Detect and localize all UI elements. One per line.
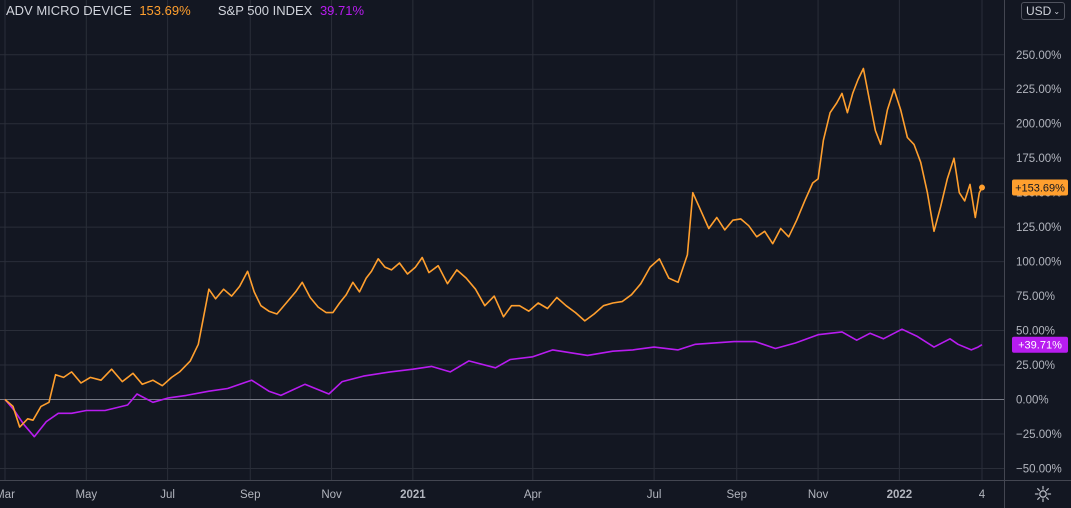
- y-tick-label: 100.00%: [1016, 257, 1061, 269]
- legend-spx-value: 39.71%: [319, 3, 365, 18]
- last-value-text: +39.71%: [1018, 340, 1062, 352]
- y-tick-label: −25.00%: [1016, 429, 1062, 441]
- currency-selector[interactable]: USD ⌄: [1021, 2, 1065, 20]
- series-line-spx[interactable]: [4, 328, 983, 438]
- x-tick-label: Nov: [321, 489, 342, 501]
- legend-amd-name: ADV MICRO DEVICE: [6, 3, 132, 18]
- y-tick-label: 175.00%: [1016, 153, 1061, 165]
- x-tick-label: Sep: [240, 489, 260, 501]
- series-line-amd[interactable]: [4, 67, 983, 428]
- last-point-marker-amd: [979, 184, 985, 191]
- x-tick-label: Nov: [808, 489, 829, 501]
- legend-amd-value: 153.69%: [139, 3, 191, 18]
- gear-icon[interactable]: [1034, 485, 1052, 503]
- last-value-badge-amd: [1012, 179, 1068, 196]
- x-tick-label: 4: [979, 489, 986, 501]
- x-tick-label: May: [75, 489, 97, 501]
- x-tick-label: Mar: [0, 489, 15, 501]
- y-tick-label: 0.00%: [1016, 395, 1049, 407]
- x-tick-label: Sep: [727, 489, 747, 501]
- x-tick-label: Jul: [647, 489, 662, 501]
- y-tick-label: 50.00%: [1016, 326, 1055, 338]
- x-tick-label: Jul: [160, 489, 175, 501]
- last-value-text: +153.69%: [1015, 183, 1065, 195]
- y-tick-label: 250.00%: [1016, 50, 1061, 62]
- y-tick-label: 125.00%: [1016, 222, 1061, 234]
- currency-label: USD: [1025, 4, 1052, 18]
- x-tick-label: 2021: [400, 489, 426, 501]
- x-tick-label: Apr: [524, 489, 542, 501]
- y-tick-label: 225.00%: [1016, 84, 1061, 96]
- y-tick-label: 75.00%: [1016, 291, 1055, 303]
- last-value-badge-spx: [1012, 336, 1068, 353]
- chevron-down-icon: ⌄: [1053, 6, 1061, 16]
- y-tick-label: 25.00%: [1016, 360, 1055, 372]
- legend-spx-name: S&P 500 INDEX: [217, 3, 313, 18]
- x-tick-label: 2022: [887, 489, 913, 501]
- y-tick-label: 200.00%: [1016, 119, 1061, 131]
- y-tick-label: −50.00%: [1016, 463, 1062, 475]
- legend: ADV MICRO DEVICE 153.69% S&P 500 INDEX 3…: [6, 3, 368, 18]
